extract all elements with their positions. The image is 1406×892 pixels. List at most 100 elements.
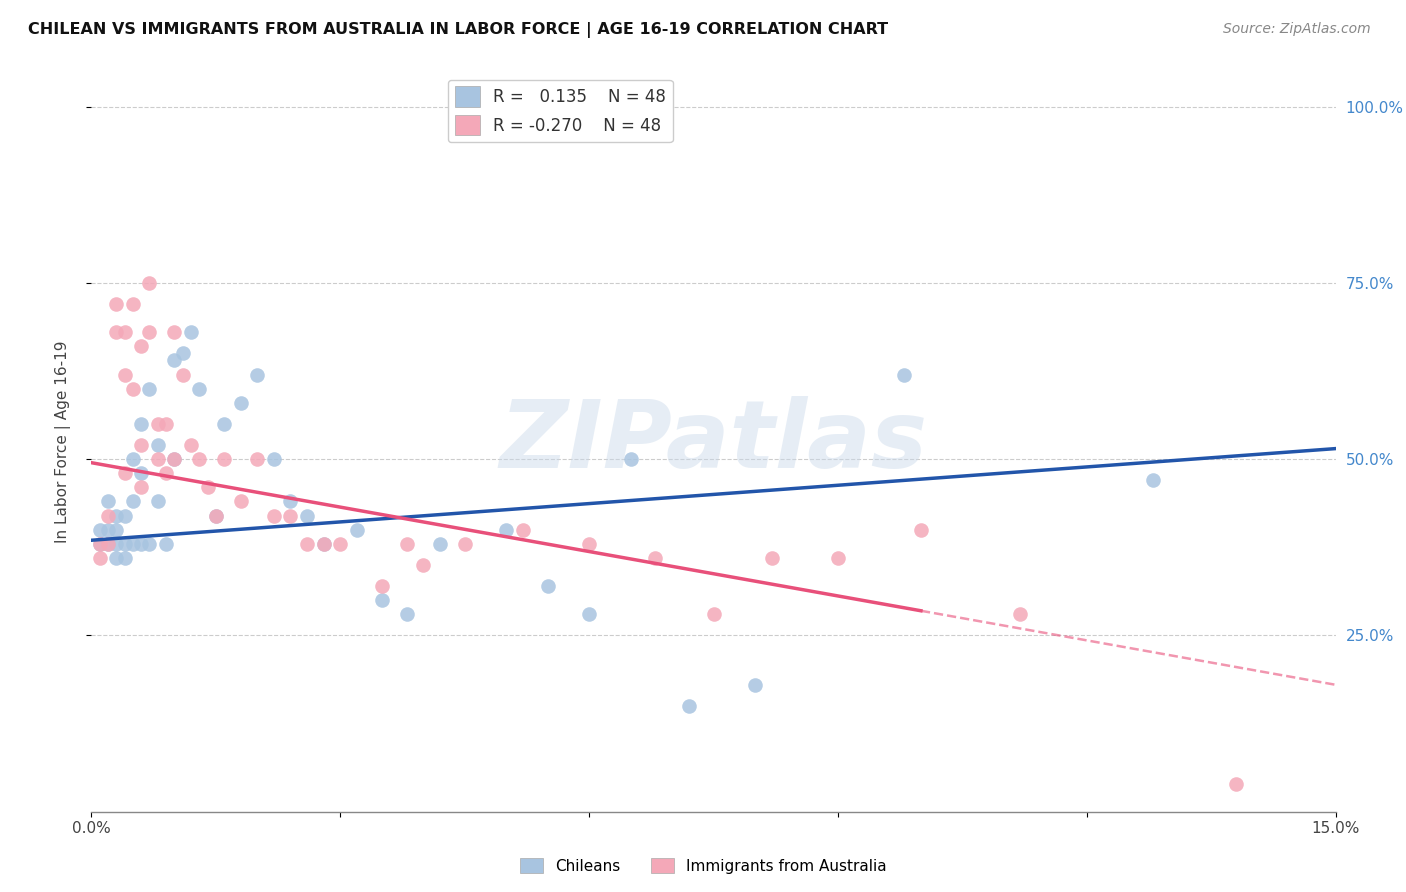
Text: CHILEAN VS IMMIGRANTS FROM AUSTRALIA IN LABOR FORCE | AGE 16-19 CORRELATION CHAR: CHILEAN VS IMMIGRANTS FROM AUSTRALIA IN … bbox=[28, 22, 889, 38]
Point bbox=[910, 523, 932, 537]
Point bbox=[172, 346, 194, 360]
Point bbox=[121, 494, 145, 508]
Point bbox=[121, 297, 145, 311]
Point bbox=[105, 508, 128, 523]
Point bbox=[263, 452, 285, 467]
Point bbox=[105, 523, 128, 537]
Point bbox=[97, 537, 120, 551]
Point bbox=[138, 276, 160, 290]
Point bbox=[163, 353, 186, 368]
Point bbox=[536, 579, 558, 593]
Point bbox=[827, 550, 849, 565]
Point bbox=[295, 508, 318, 523]
Point bbox=[329, 537, 352, 551]
Point bbox=[346, 523, 368, 537]
Point bbox=[114, 467, 136, 481]
Point bbox=[129, 339, 152, 353]
Point bbox=[893, 368, 915, 382]
Point bbox=[412, 558, 434, 572]
Point bbox=[89, 523, 111, 537]
Point bbox=[246, 368, 269, 382]
Point bbox=[155, 467, 177, 481]
Point bbox=[129, 537, 152, 551]
Point bbox=[89, 537, 111, 551]
Text: ZIPatlas: ZIPatlas bbox=[499, 395, 928, 488]
Point bbox=[129, 438, 152, 452]
Point bbox=[644, 550, 666, 565]
Point bbox=[172, 368, 194, 382]
Point bbox=[129, 417, 152, 431]
Point bbox=[1142, 473, 1164, 487]
Point bbox=[114, 508, 136, 523]
Point bbox=[163, 452, 186, 467]
Point bbox=[453, 537, 475, 551]
Legend: Chileans, Immigrants from Australia: Chileans, Immigrants from Australia bbox=[513, 852, 893, 880]
Point bbox=[229, 494, 252, 508]
Y-axis label: In Labor Force | Age 16-19: In Labor Force | Age 16-19 bbox=[55, 340, 70, 543]
Point bbox=[114, 537, 136, 551]
Point bbox=[761, 550, 783, 565]
Point bbox=[744, 678, 766, 692]
Point bbox=[138, 382, 160, 396]
Point bbox=[578, 537, 600, 551]
Point bbox=[89, 537, 111, 551]
Point bbox=[229, 396, 252, 410]
Point bbox=[205, 508, 228, 523]
Point bbox=[512, 523, 534, 537]
Point bbox=[146, 452, 169, 467]
Point bbox=[180, 325, 202, 339]
Point bbox=[205, 508, 228, 523]
Point bbox=[97, 494, 120, 508]
Point bbox=[280, 508, 302, 523]
Point bbox=[212, 417, 235, 431]
Legend: R =   0.135    N = 48, R = -0.270    N = 48: R = 0.135 N = 48, R = -0.270 N = 48 bbox=[449, 79, 672, 142]
Point bbox=[138, 537, 160, 551]
Point bbox=[146, 494, 169, 508]
Point bbox=[1225, 776, 1247, 790]
Point bbox=[312, 537, 335, 551]
Point bbox=[678, 698, 700, 713]
Point bbox=[197, 480, 219, 494]
Point bbox=[114, 550, 136, 565]
Point bbox=[702, 607, 725, 622]
Point bbox=[121, 452, 145, 467]
Point bbox=[121, 537, 145, 551]
Point bbox=[105, 550, 128, 565]
Point bbox=[155, 537, 177, 551]
Point bbox=[97, 537, 120, 551]
Point bbox=[114, 368, 136, 382]
Point bbox=[146, 417, 169, 431]
Point bbox=[495, 523, 517, 537]
Text: Source: ZipAtlas.com: Source: ZipAtlas.com bbox=[1223, 22, 1371, 37]
Point bbox=[114, 325, 136, 339]
Point bbox=[371, 579, 394, 593]
Point bbox=[163, 325, 186, 339]
Point bbox=[121, 382, 145, 396]
Point bbox=[263, 508, 285, 523]
Point bbox=[212, 452, 235, 467]
Point bbox=[312, 537, 335, 551]
Point bbox=[138, 325, 160, 339]
Point bbox=[1010, 607, 1032, 622]
Point bbox=[395, 607, 418, 622]
Point bbox=[105, 325, 128, 339]
Point bbox=[129, 467, 152, 481]
Point bbox=[146, 438, 169, 452]
Point bbox=[371, 593, 394, 607]
Point bbox=[578, 607, 600, 622]
Point bbox=[429, 537, 451, 551]
Point bbox=[89, 550, 111, 565]
Point bbox=[188, 452, 211, 467]
Point bbox=[280, 494, 302, 508]
Point bbox=[188, 382, 211, 396]
Point bbox=[105, 537, 128, 551]
Point bbox=[180, 438, 202, 452]
Point bbox=[97, 508, 120, 523]
Point bbox=[395, 537, 418, 551]
Point bbox=[619, 452, 641, 467]
Point bbox=[129, 480, 152, 494]
Point bbox=[295, 537, 318, 551]
Point bbox=[105, 297, 128, 311]
Point bbox=[163, 452, 186, 467]
Point bbox=[246, 452, 269, 467]
